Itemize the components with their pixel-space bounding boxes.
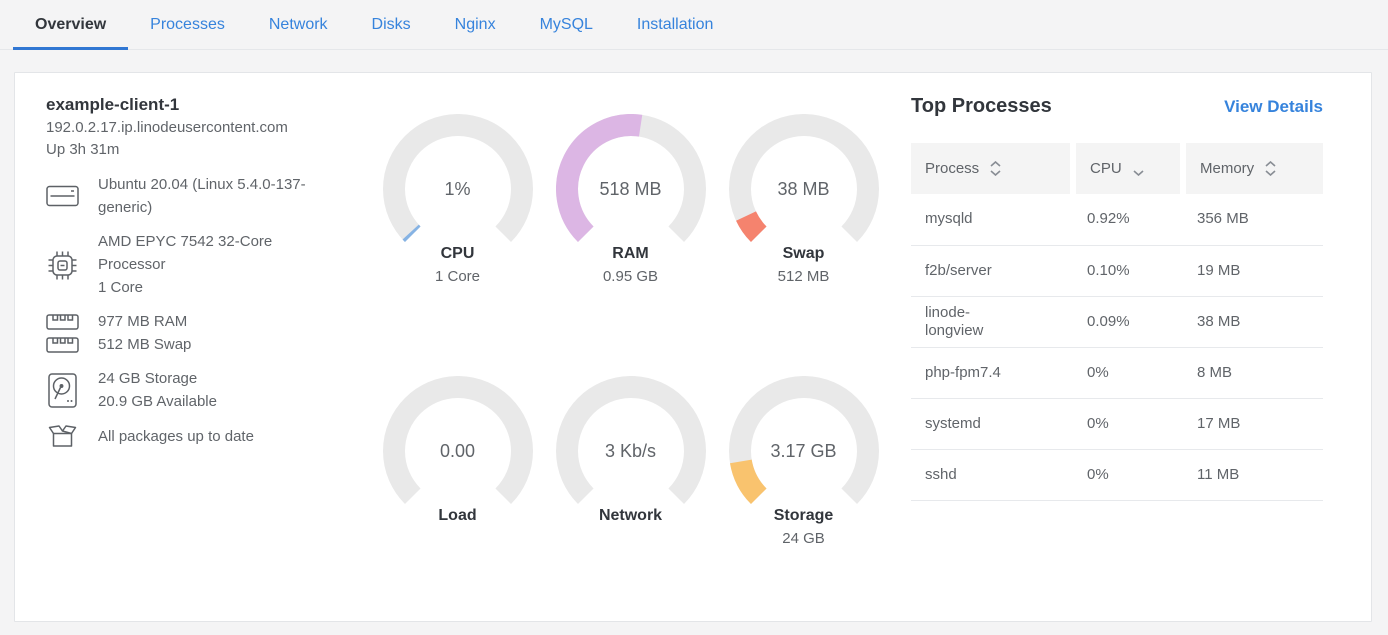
gauge-load-label: Load: [438, 507, 477, 524]
sort-icon-desc: [1133, 169, 1144, 176]
gauge-storage-label: Storage: [773, 507, 834, 524]
gauge-swap-value: 38 MB: [777, 179, 830, 199]
spec-packages: All packages up to date: [46, 424, 376, 448]
process-row: systemd 0% 17 MB: [911, 398, 1323, 450]
spec-cpu: AMD EPYC 7542 32-Core Processor 1 Core: [46, 230, 376, 299]
gauge-storage-sublabel: 24 GB: [782, 530, 825, 547]
gauge-storage: 3.17 GB Storage 24 GB: [717, 376, 890, 549]
process-row: mysqld 0.92% 356 MB: [911, 194, 1323, 246]
cpu-cell: 0.92%: [1073, 194, 1183, 246]
column-header-memory[interactable]: Memory: [1180, 143, 1323, 194]
spec-storage: 24 GB Storage 20.9 GB Available: [46, 367, 376, 413]
package-icon: [46, 424, 79, 448]
process-row: linode-longview 0.09% 38 MB: [911, 296, 1323, 348]
spec-storage-line: 24 GB Storage: [98, 370, 198, 387]
process-name-cell: linode-longview: [911, 296, 1073, 348]
cpu-cell: 0%: [1073, 449, 1183, 501]
top-processes: Top Processes View Details Process: [911, 93, 1323, 501]
spec-os-line: Ubuntu 20.04 (Linux 5.4.0-137-: [98, 176, 306, 193]
gauge-ram-value: 518 MB: [599, 179, 662, 199]
tab-nginx[interactable]: Nginx: [454, 16, 496, 33]
spec-cpu-line: Processor: [98, 256, 166, 273]
tab-processes[interactable]: Processes: [150, 16, 225, 33]
cpu-cell: 0%: [1073, 347, 1183, 399]
memory-cell: 11 MB: [1183, 449, 1323, 501]
gauge-ram-label: RAM: [612, 245, 649, 262]
cpu-icon: [46, 247, 79, 283]
client-uptime: Up 3h 31m: [46, 141, 120, 158]
top-processes-title: Top Processes: [911, 95, 1052, 117]
gauge-ram: 518 MB RAM 0.95 GB: [544, 114, 717, 287]
gauge-load-value: 0.00: [439, 441, 476, 461]
process-name-cell: systemd: [911, 398, 1073, 450]
tab-mysql[interactable]: MySQL: [539, 16, 593, 33]
gauge-network: 3 Kb/s Network: [544, 376, 717, 526]
sort-icon: [990, 161, 1001, 176]
gauge-swap: 38 MB Swap 512 MB: [717, 114, 890, 287]
memory-cell: 17 MB: [1183, 398, 1323, 450]
client-domain: 192.0.2.17.ip.linodeusercontent.com: [46, 119, 288, 136]
tab-bar: Overview Processes Network Disks Nginx M…: [0, 0, 1388, 50]
gauge-swap-label: Swap: [782, 245, 825, 262]
sort-icon: [1265, 161, 1276, 176]
table-header-row: Process CPU: [911, 143, 1323, 194]
process-name-cell: mysqld: [911, 194, 1073, 246]
column-header-cpu[interactable]: CPU: [1070, 143, 1183, 194]
spec-packages-line: All packages up to date: [98, 427, 254, 445]
process-row: php-fpm7.4 0% 8 MB: [911, 347, 1323, 399]
view-details-link[interactable]: View Details: [1224, 97, 1323, 116]
memory-cell: 356 MB: [1183, 194, 1323, 246]
process-row: f2b/server 0.10% 19 MB: [911, 245, 1323, 297]
process-name-cell: sshd: [911, 449, 1073, 501]
os-icon: [46, 185, 79, 207]
gauge-network-label: Network: [598, 507, 663, 524]
spec-list: Ubuntu 20.04 (Linux 5.4.0-137- generic): [46, 173, 376, 448]
overview-card: example-client-1 192.0.2.17.ip.linodeuse…: [14, 72, 1372, 622]
gauge-ram-sublabel: 0.95 GB: [602, 268, 659, 285]
tab-overview[interactable]: Overview: [13, 0, 129, 50]
gauge-cpu: 1% CPU 1 Core: [371, 114, 544, 287]
spec-storage-line: 20.9 GB Available: [98, 393, 217, 410]
spec-ram-line: 512 MB Swap: [98, 336, 192, 353]
client-name: example-client-1: [46, 95, 180, 114]
gauge-swap-sublabel: 512 MB: [777, 268, 830, 285]
spec-os: Ubuntu 20.04 (Linux 5.4.0-137- generic): [46, 173, 376, 219]
memory-cell: 8 MB: [1183, 347, 1323, 399]
gauge-storage-value: 3.17 GB: [770, 441, 837, 461]
gauge-cpu-sublabel: 1 Core: [434, 268, 481, 285]
tab-installation[interactable]: Installation: [636, 16, 714, 33]
tab-network[interactable]: Network: [268, 16, 328, 33]
cpu-cell: 0.10%: [1073, 245, 1183, 297]
process-row: sshd 0% 11 MB: [911, 449, 1323, 501]
gauge-load: 0.00 Load: [371, 376, 544, 526]
cpu-cell: 0.09%: [1073, 296, 1183, 348]
process-name-cell: php-fpm7.4: [911, 347, 1073, 399]
process-name-cell: f2b/server: [911, 245, 1073, 297]
memory-cell: 38 MB: [1183, 296, 1323, 348]
top-processes-header: Top Processes View Details: [911, 93, 1323, 119]
spec-ram-line: 977 MB RAM: [98, 313, 188, 330]
spec-cpu-line: AMD EPYC 7542 32-Core: [98, 233, 273, 250]
cpu-cell: 0%: [1073, 398, 1183, 450]
top-processes-table: Process CPU: [911, 143, 1323, 501]
tab-disks[interactable]: Disks: [371, 16, 411, 33]
spec-cpu-line: 1 Core: [98, 279, 144, 296]
column-header-process[interactable]: Process: [911, 143, 1073, 194]
memory-cell: 19 MB: [1183, 245, 1323, 297]
ram-icon: [46, 313, 79, 353]
system-info: example-client-1 192.0.2.17.ip.linodeuse…: [46, 93, 376, 459]
spec-os-line: generic): [98, 199, 153, 216]
disk-icon: [46, 372, 79, 409]
spec-ram: 977 MB RAM 512 MB Swap: [46, 310, 376, 356]
gauge-cpu-label: CPU: [440, 245, 475, 262]
gauge-cpu-value: 1%: [444, 179, 471, 199]
gauge-network-value: 3 Kb/s: [604, 441, 657, 461]
